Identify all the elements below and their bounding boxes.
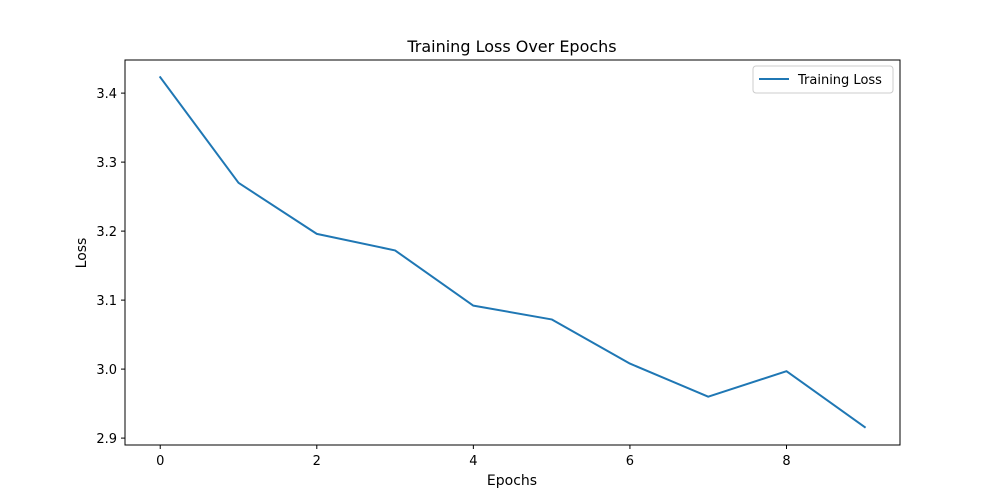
y-tick-label: 3.2 (96, 225, 117, 240)
legend-box (752, 65, 894, 94)
x-tick-label: 2 (313, 454, 321, 469)
y-tick-label: 3.4 (96, 87, 117, 102)
series-layer (158, 75, 867, 429)
legend: Training Loss (752, 65, 894, 94)
chart-title: Training Loss Over Epochs (406, 37, 616, 56)
y-tick-label: 3.1 (96, 294, 117, 309)
x-tick-label: 6 (626, 454, 634, 469)
x-axis-ticks: 0 2 4 6 8 (156, 445, 791, 469)
legend-label-training-loss: Training Loss (797, 73, 882, 88)
x-tick-label: 8 (782, 454, 790, 469)
y-axis-label: Loss (74, 238, 90, 269)
series-line-training-loss (158, 75, 867, 429)
x-axis-label: Epochs (487, 473, 537, 489)
plot-area-frame (124, 59, 901, 446)
y-tick-label: 3.0 (96, 363, 117, 378)
x-tick-label: 4 (469, 454, 477, 469)
y-axis-ticks: 2.9 3.0 3.1 3.2 3.3 3.4 (96, 87, 125, 447)
y-tick-label: 2.9 (96, 432, 117, 447)
y-tick-label: 3.3 (96, 156, 117, 171)
x-tick-label: 0 (156, 454, 164, 469)
